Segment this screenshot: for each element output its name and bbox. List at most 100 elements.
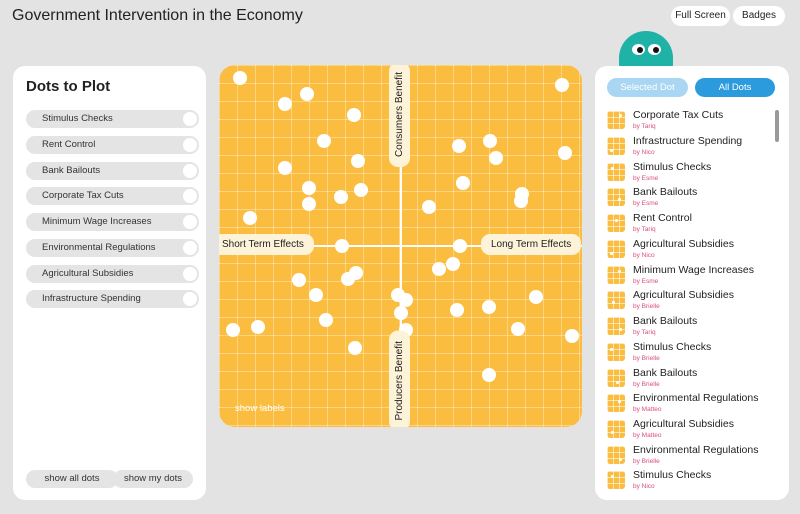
list-item[interactable]: Bank Bailouts by Esme xyxy=(607,186,772,211)
plot-dot[interactable] xyxy=(226,323,240,337)
dot-thumbnail xyxy=(607,214,625,232)
show-my-dots-button[interactable]: show my dots xyxy=(113,470,193,488)
toggle-circle-icon[interactable] xyxy=(183,112,197,126)
plot-dot[interactable] xyxy=(278,161,292,175)
plot-dot[interactable] xyxy=(511,322,525,336)
list-item[interactable]: Agricultural Subsidies by Nico xyxy=(607,238,772,263)
plot-dot[interactable] xyxy=(243,211,257,225)
list-item[interactable]: Agricultural Subsidies by Matteo xyxy=(607,418,772,443)
plot-dot[interactable] xyxy=(300,87,314,101)
plot-dot[interactable] xyxy=(292,273,306,287)
list-item-author: by Tariq xyxy=(633,226,656,233)
plot-dot[interactable] xyxy=(309,288,323,302)
plot-dot[interactable] xyxy=(351,154,365,168)
plot-dot[interactable] xyxy=(452,139,466,153)
plot-dot[interactable] xyxy=(394,306,408,320)
plot-dot[interactable] xyxy=(450,303,464,317)
toggle-circle-icon[interactable] xyxy=(183,215,197,229)
plot-dot[interactable] xyxy=(319,313,333,327)
list-item[interactable]: Environmental Regulations by Brielle xyxy=(607,444,772,469)
plot-dot[interactable] xyxy=(456,176,470,190)
plot-dot[interactable] xyxy=(347,108,361,122)
plot-dot[interactable] xyxy=(453,239,467,253)
list-item-name: Rent Control xyxy=(633,212,692,224)
plot-dot[interactable] xyxy=(483,134,497,148)
dot-thumbnail xyxy=(607,446,625,464)
list-item-author: by Esme xyxy=(633,200,659,207)
plot-dot[interactable] xyxy=(514,194,528,208)
plot-dot[interactable] xyxy=(446,257,460,271)
show-all-dots-button[interactable]: show all dots xyxy=(26,470,118,488)
mascot-avatar xyxy=(619,31,673,71)
dot-toggle-environmental-regulations[interactable]: Environmental Regulations xyxy=(26,239,199,257)
dot-toggle-minimum-wage-increases[interactable]: Minimum Wage Increases xyxy=(26,213,199,231)
show-labels-toggle[interactable]: show labels xyxy=(235,403,285,414)
dot-toggle-label: Bank Bailouts xyxy=(42,165,101,176)
toggle-circle-icon[interactable] xyxy=(183,267,197,281)
plot-dot[interactable] xyxy=(558,146,572,160)
list-item-author: by Brielle xyxy=(633,303,660,310)
plot-dot[interactable] xyxy=(354,183,368,197)
toggle-circle-icon[interactable] xyxy=(183,189,197,203)
list-item[interactable]: Bank Bailouts by Tariq xyxy=(607,315,772,340)
dot-toggle-bank-bailouts[interactable]: Bank Bailouts xyxy=(26,162,199,180)
list-item[interactable]: Infrastructure Spending by Nico xyxy=(607,135,772,160)
plot-dot[interactable] xyxy=(422,200,436,214)
plot-dot[interactable] xyxy=(334,190,348,204)
plot-dot[interactable] xyxy=(529,290,543,304)
plot-dot[interactable] xyxy=(489,151,503,165)
plot-dot[interactable] xyxy=(278,97,292,111)
toggle-circle-icon[interactable] xyxy=(183,138,197,152)
list-item[interactable]: Corporate Tax Cuts by Tariq xyxy=(607,109,772,134)
plot-dot[interactable] xyxy=(335,239,349,253)
tab-all-dots[interactable]: All Dots xyxy=(695,78,775,97)
list-item-name: Bank Bailouts xyxy=(633,367,698,379)
dot-thumbnail xyxy=(607,394,625,412)
list-scrollbar[interactable] xyxy=(775,110,779,142)
plot-dot[interactable] xyxy=(317,134,331,148)
list-item-author: by Tariq xyxy=(633,329,656,336)
badges-button[interactable]: Badges xyxy=(733,6,785,26)
dot-toggle-label: Rent Control xyxy=(42,139,96,150)
plot-dot[interactable] xyxy=(348,341,362,355)
plot-dot[interactable] xyxy=(565,329,579,343)
toggle-circle-icon[interactable] xyxy=(183,164,197,178)
plot-dot[interactable] xyxy=(302,181,316,195)
dot-toggle-corporate-tax-cuts[interactable]: Corporate Tax Cuts xyxy=(26,187,199,205)
list-item[interactable]: Stimulus Checks by Nico xyxy=(607,469,772,494)
plot-dot[interactable] xyxy=(482,300,496,314)
list-item-name: Corporate Tax Cuts xyxy=(633,109,724,121)
full-screen-button[interactable]: Full Screen xyxy=(671,6,730,26)
list-item[interactable]: Stimulus Checks by Esme xyxy=(607,161,772,186)
mascot-eye-icon xyxy=(632,44,645,55)
dot-toggle-label: Corporate Tax Cuts xyxy=(42,190,124,201)
list-item-author: by Brielle xyxy=(633,381,660,388)
plot-dot[interactable] xyxy=(432,262,446,276)
plot-dot[interactable] xyxy=(251,320,265,334)
toggle-circle-icon[interactable] xyxy=(183,241,197,255)
dot-toggle-agricultural-subsidies[interactable]: Agricultural Subsidies xyxy=(26,265,199,283)
list-item[interactable]: Agricultural Subsidies by Brielle xyxy=(607,289,772,314)
list-item-name: Infrastructure Spending xyxy=(633,135,743,147)
dot-thumbnail xyxy=(607,420,625,438)
plot-dot[interactable] xyxy=(233,71,247,85)
plot-dot[interactable] xyxy=(482,368,496,382)
axis-label-long-term-effects: Long Term Effects xyxy=(481,234,582,255)
list-item[interactable]: Stimulus Checks by Brielle xyxy=(607,341,772,366)
list-item[interactable]: Environmental Regulations by Matteo xyxy=(607,392,772,417)
plot-dot[interactable] xyxy=(341,272,355,286)
dot-toggle-infrastructure-spending[interactable]: Infrastructure Spending xyxy=(26,290,199,308)
plot-dot[interactable] xyxy=(399,293,413,307)
dot-toggle-rent-control[interactable]: Rent Control xyxy=(26,136,199,154)
dot-toggle-label: Environmental Regulations xyxy=(42,242,156,253)
plot-dot[interactable] xyxy=(555,78,569,92)
quadrant-plot[interactable]: Consumers Benefit Producers Benefit Shor… xyxy=(219,65,582,427)
tab-selected-dot[interactable]: Selected Dot xyxy=(607,78,688,97)
list-item[interactable]: Minimum Wage Increases by Esme xyxy=(607,264,772,289)
list-item[interactable]: Rent Control by Tariq xyxy=(607,212,772,237)
list-item[interactable]: Bank Bailouts by Brielle xyxy=(607,367,772,392)
toggle-circle-icon[interactable] xyxy=(183,292,197,306)
list-item-author: by Nico xyxy=(633,149,655,156)
plot-dot[interactable] xyxy=(302,197,316,211)
dot-toggle-stimulus-checks[interactable]: Stimulus Checks xyxy=(26,110,199,128)
